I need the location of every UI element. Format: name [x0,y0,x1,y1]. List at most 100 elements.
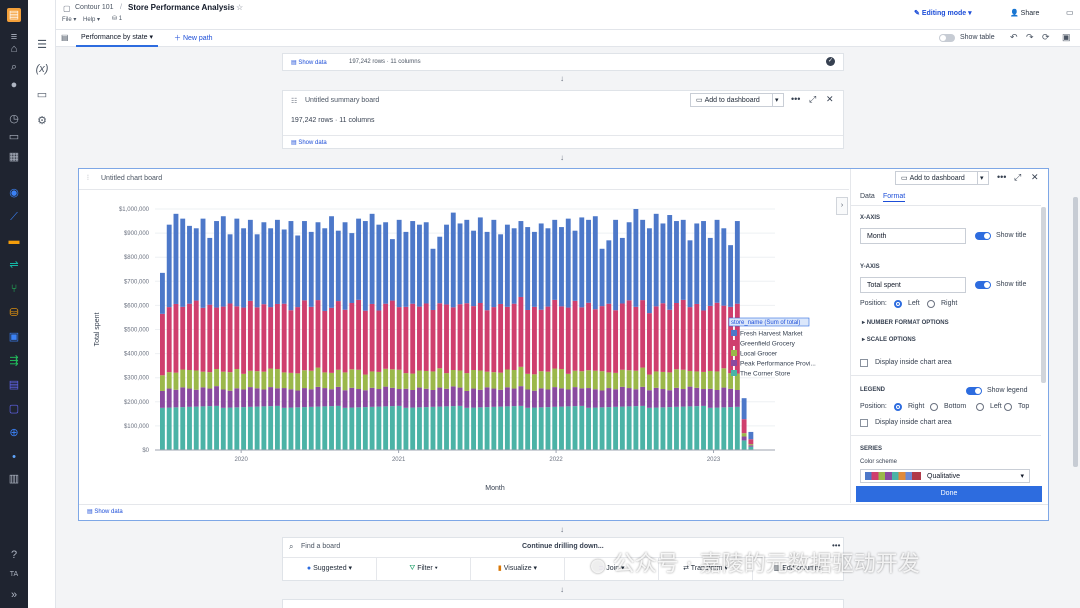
number-format-options[interactable]: ▸ NUMBER FORMAT OPTIONS [862,320,949,326]
redo-icon[interactable]: ↷ [1026,32,1034,42]
more-icon[interactable]: ••• [791,94,801,104]
book-icon[interactable]: ▤ [8,379,20,391]
expand-icon[interactable]: ⤢ [1014,172,1022,182]
database-icon[interactable]: ⛁ [9,307,19,319]
settings-icon[interactable]: ⚙ [37,115,47,127]
x-axis-show-title-toggle[interactable] [975,232,991,240]
legend-right-radio[interactable] [894,403,902,411]
chart-icon[interactable]: ⟋ [10,211,18,223]
message-icon[interactable]: ▣ [8,331,20,343]
legend-left-radio[interactable] [976,403,984,411]
chat-icon[interactable]: ▢ [8,403,20,415]
y-axis-show-title-toggle[interactable] [975,281,991,289]
chart-board[interactable]: ⫶ Untitled chart board $0 $100,000 $200,00… [78,168,1049,521]
list-icon[interactable]: ☰ [37,39,47,51]
collapse-menu-icon[interactable]: ≡ [10,31,18,43]
layers-icon[interactable]: ▬ [8,235,20,247]
notifications-icon[interactable]: ● [10,79,18,91]
legend-top-radio[interactable] [1004,403,1012,411]
done-button[interactable]: Done [856,486,1042,502]
show-legend-toggle[interactable] [966,387,982,395]
home-icon[interactable]: ⌂ [10,43,18,55]
path-list-icon[interactable]: ▤ [61,33,69,42]
y-axis-title-input[interactable]: Total spent [860,277,966,293]
breadcrumb-parent[interactable]: Contour 101 [75,4,114,11]
bar-segment [166,372,172,389]
history-icon[interactable]: ◷ [9,113,19,125]
help-icon[interactable]: ? [10,549,18,561]
find-board-input[interactable]: Find a board [301,543,341,550]
legend-bottom-radio[interactable] [930,403,938,411]
grid-icon[interactable]: ▦ [8,151,20,163]
legend-item-label: Greenfield Grocery [740,341,796,348]
close-icon[interactable]: ✕ [826,94,834,104]
chart-add-to-dashboard-caret[interactable]: ▾ [977,171,989,185]
pipeline-icon[interactable]: ⇌ [9,259,19,271]
summary-board-title[interactable]: Untitled summary board [305,97,380,104]
search-icon[interactable]: ⌕ [10,61,18,73]
visualize-button[interactable]: ▮ Visualize ▾ [471,558,565,580]
files-count-icon[interactable]: ⛁ 1 [112,16,123,22]
workflow-icon[interactable]: ⇶ [9,355,19,367]
more-icon[interactable]: ••• [997,172,1007,182]
explore-icon[interactable]: ⊕ [9,427,19,439]
bar-segment [687,386,693,407]
add-to-dashboard-caret[interactable]: ▾ [772,93,784,107]
user-avatar[interactable]: TA [9,571,19,578]
expand-icon[interactable]: ⤢ [809,94,817,104]
apps-icon[interactable]: ▥ [8,473,20,485]
join-button[interactable]: ⊃ Join ▾ [565,558,659,580]
app-logo-icon[interactable]: ▤ [7,8,21,22]
add-to-dashboard-button[interactable]: ▭ Add to dashboard [690,93,780,107]
undo-icon[interactable]: ↶ [1010,32,1018,42]
page-title[interactable]: Store Performance Analysis [128,3,235,12]
bar-segment [234,306,240,370]
bar-segment [599,390,605,408]
more-icon[interactable]: ••• [832,541,841,550]
legend-display-inside-checkbox[interactable] [860,419,868,427]
editing-mode-button[interactable]: ✎ Editing mode ▾ [914,10,972,17]
y-position-right-radio[interactable] [927,300,935,308]
tab-format[interactable]: Format [883,193,906,202]
refresh-icon[interactable]: ⟳ [1042,32,1050,42]
canvas-scrollbar[interactable] [1073,197,1078,467]
panel-scrollbar[interactable] [1041,207,1046,383]
help-menu[interactable]: Help ▾ [83,17,101,23]
close-icon[interactable]: ✕ [1031,172,1039,182]
panel-toggle-icon[interactable]: ▭ [1066,8,1074,17]
path-tab[interactable]: Performance by state ▾ [76,30,158,47]
summary-show-data-button[interactable]: ▤ Show data [291,140,327,146]
chart-add-to-dashboard-button[interactable]: ▭ Add to dashboard [895,171,983,185]
monitor-icon[interactable]: ▭ [36,89,48,101]
x-axis-title-input[interactable]: Month [860,228,966,244]
bar-segment [450,386,456,407]
summary-board[interactable]: ☷ Untitled summary board ▭ Add to dashbo… [282,90,844,149]
show-table-toggle[interactable] [939,34,955,42]
transform-button[interactable]: ⇄ Transform ▾ [659,558,753,580]
y-position-left-radio[interactable] [894,300,902,308]
show-data-button[interactable]: ▤ Show data [291,60,327,66]
star-icon[interactable]: ☆ [236,3,244,12]
chart-board-title[interactable]: Untitled chart board [101,175,163,182]
y-display-inside-checkbox[interactable] [860,359,868,367]
folder-icon[interactable]: ▭ [8,131,20,143]
suggested-button[interactable]: ● Suggested ▾ [283,558,377,580]
color-scheme-select[interactable]: Qualitative ▾ [860,469,1030,483]
globe-icon[interactable]: ◉ [9,187,19,199]
edit-columns-button[interactable]: ▥ Edit columns [753,558,843,580]
bar-segment [498,406,504,450]
chart-show-data-button[interactable]: ▤ Show data [87,509,123,515]
file-menu[interactable]: File ▾ [62,17,77,23]
sidebar-toggle-icon[interactable]: ▣ [1062,32,1071,42]
dot-icon[interactable]: • [12,451,16,463]
tab-data[interactable]: Data [860,193,875,200]
share-button[interactable]: 👤 Share [1010,10,1040,17]
collapse-panel-button[interactable]: › [836,197,848,215]
variables-icon[interactable]: (x) [35,63,49,75]
filter-button[interactable]: ⛛ Filter ▾ [377,558,471,580]
expand-icon[interactable]: » [10,589,18,601]
bar-segment [214,386,219,406]
scale-options[interactable]: ▸ SCALE OPTIONS [862,337,916,343]
new-path-button[interactable]: ＋ New path [174,35,213,42]
branch-icon[interactable]: ⑂ [10,283,18,295]
